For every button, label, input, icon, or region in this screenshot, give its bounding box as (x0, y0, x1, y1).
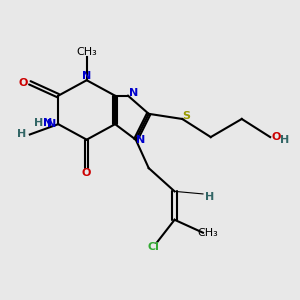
Text: N: N (82, 71, 91, 81)
Text: H: H (34, 118, 44, 128)
Text: H: H (205, 191, 214, 202)
Text: N: N (43, 118, 52, 128)
Text: H: H (280, 135, 289, 145)
Text: O: O (19, 78, 28, 88)
Text: C: C (48, 91, 56, 101)
Text: N: N (47, 119, 56, 129)
Text: S: S (182, 111, 190, 122)
Text: O: O (82, 168, 92, 178)
Text: CH₃: CH₃ (76, 47, 97, 57)
Text: H: H (17, 130, 27, 140)
Text: O: O (272, 132, 281, 142)
Text: N: N (129, 88, 138, 98)
Text: CH₃: CH₃ (198, 228, 218, 238)
Text: Cl: Cl (148, 242, 160, 252)
Text: N: N (136, 135, 146, 145)
